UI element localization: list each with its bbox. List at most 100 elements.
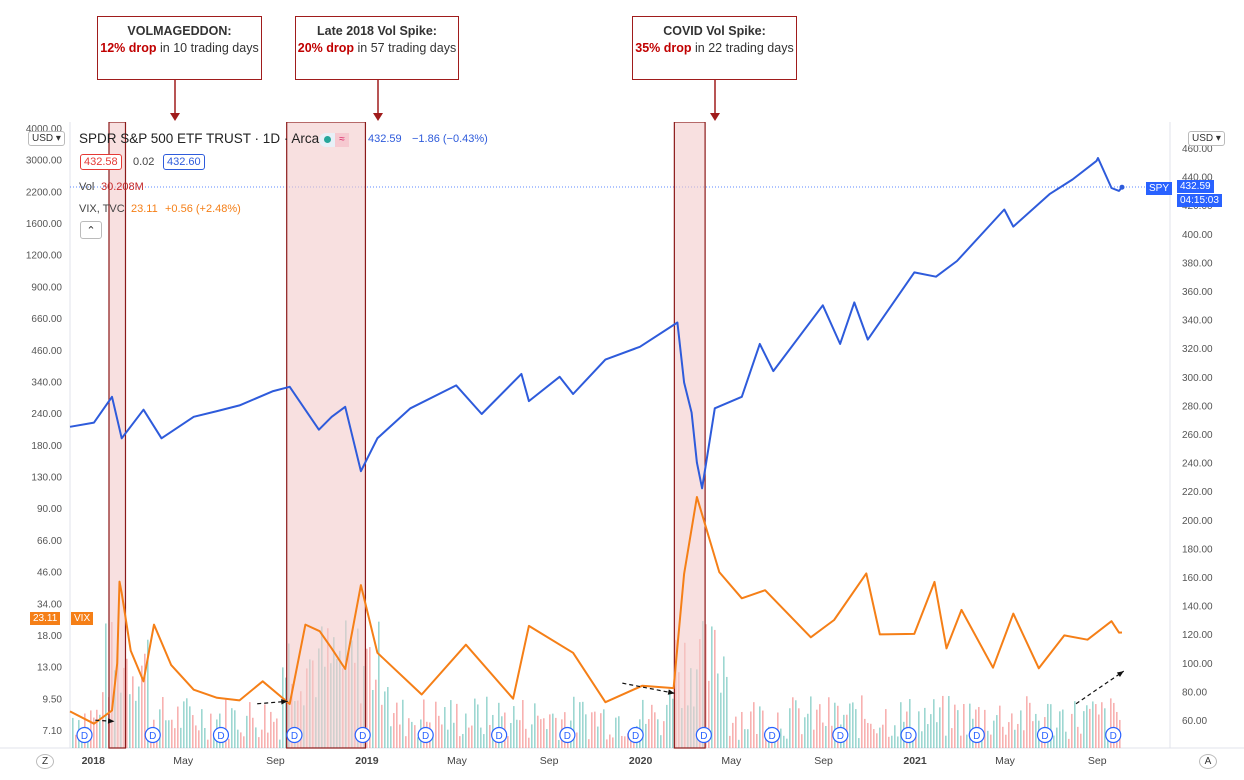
currency-selector-left[interactable]: USD ▾ <box>28 131 65 146</box>
volume-bar <box>804 717 806 748</box>
volume-bar <box>93 717 95 748</box>
zoom-button[interactable]: Z <box>36 754 54 769</box>
volume-value: 30.208M <box>101 181 144 193</box>
trend-arrow <box>622 682 675 694</box>
volume-bar <box>588 739 590 748</box>
volume-bar <box>795 700 797 748</box>
volume-bar <box>528 737 530 748</box>
trend-arrowhead <box>107 718 115 724</box>
dividend-marker-label: D <box>564 731 571 742</box>
dividend-marker-icon <box>559 726 576 744</box>
volume-bar <box>279 739 281 748</box>
volume-bar <box>969 703 971 748</box>
callout-covid: COVID Vol Spike: 35% drop in 22 trading … <box>632 16 797 80</box>
volume-bar <box>780 728 782 748</box>
dividend-marker-label: D <box>359 731 366 742</box>
collapse-button[interactable]: ⌃ <box>80 221 102 239</box>
right-axis-tick-label: 400.00 <box>1182 230 1213 241</box>
callout-title: COVID Vol Spike: <box>663 24 766 38</box>
vix-label: VIX, TVC <box>79 203 125 215</box>
volume-bar <box>813 729 815 748</box>
left-axis-tick-label: 66.00 <box>37 536 62 547</box>
volume-bar <box>909 699 911 748</box>
dividend-marker-label: D <box>905 731 912 742</box>
dividend-marker-label: D <box>149 731 156 742</box>
volume-bar <box>1029 702 1031 748</box>
volume-bar <box>75 734 77 748</box>
volume-bar <box>96 709 98 748</box>
right-axis-tick-label: 120.00 <box>1182 630 1213 641</box>
volume-bar <box>918 711 920 748</box>
volume-bar <box>711 626 713 748</box>
vix-change: +0.56 (+2.48%) <box>165 203 241 215</box>
volume-bar <box>891 735 893 748</box>
dividend-marker-icon <box>76 726 93 744</box>
price-change: −1.86 (−0.43%) <box>412 133 488 145</box>
dividend-marker-icon <box>417 726 434 744</box>
ask-price[interactable]: 432.60 <box>163 154 205 170</box>
volume-bar <box>867 722 869 748</box>
volume-bar <box>207 739 209 748</box>
left-axis-tick-label: 240.00 <box>31 409 62 420</box>
volume-bar <box>285 677 287 748</box>
symbol-title[interactable]: SPDR S&P 500 ETF TRUST · 1D · Arca <box>79 131 320 146</box>
volume-bar <box>882 724 884 748</box>
volume-bar <box>480 727 482 748</box>
volume-bar <box>714 629 716 748</box>
volume-bar <box>558 739 560 748</box>
vix-line <box>69 496 1123 725</box>
volume-bar <box>405 736 407 748</box>
dividend-marker-icon <box>900 726 917 744</box>
volume-bar <box>249 702 251 748</box>
volume-bar <box>1104 708 1106 748</box>
volume-bar <box>471 725 473 748</box>
volume-bar <box>963 704 965 748</box>
callout-drop: 12% drop <box>100 41 157 55</box>
volume-bar <box>486 696 488 748</box>
volume-bar <box>465 713 467 748</box>
left-axis-tick-label: 1200.00 <box>26 251 63 262</box>
volume-bar <box>603 709 605 748</box>
callout-late-2018: Late 2018 Vol Spike: 20% drop in 57 trad… <box>295 16 459 80</box>
status-dot-icon <box>324 136 331 143</box>
callout-title: VOLMAGEDDON: <box>127 24 232 38</box>
volume-bar <box>1086 705 1088 748</box>
volume-bar <box>399 724 401 748</box>
auto-scale-button[interactable]: A <box>1199 754 1217 769</box>
bid-price[interactable]: 432.58 <box>80 154 122 170</box>
volume-bar <box>750 711 752 748</box>
volume-bar <box>552 713 554 748</box>
volume-bar <box>441 724 443 748</box>
x-axis-tick-label: 2020 <box>629 755 653 767</box>
volume-bar <box>960 735 962 748</box>
volume-bar <box>366 648 368 748</box>
volume-bar <box>1023 730 1025 748</box>
currency-selector-right[interactable]: USD ▾ <box>1188 131 1225 146</box>
dividend-marker-icon <box>627 726 644 744</box>
volume-bar <box>195 725 197 748</box>
volume-bar <box>771 739 773 748</box>
volume-bar <box>888 736 890 748</box>
volume-bar <box>885 709 887 748</box>
right-axis-tick-label: 60.00 <box>1182 716 1207 727</box>
volume-bar <box>996 715 998 748</box>
volume-bar <box>255 727 257 748</box>
right-axis-tick-label: 460.00 <box>1182 144 1213 155</box>
volume-bar <box>543 718 545 748</box>
volume-bar <box>984 709 986 748</box>
volume-bar <box>651 704 653 748</box>
volume-bar <box>1092 701 1094 748</box>
left-axis-tick-label: 13.00 <box>37 663 62 674</box>
volume-bar <box>534 703 536 748</box>
volume-bar <box>546 729 548 748</box>
callout-volmageddon: VOLMAGEDDON: 12% drop in 10 trading days <box>97 16 262 80</box>
volume-bar <box>579 702 581 748</box>
left-axis-tick-label: 90.00 <box>37 504 62 515</box>
volume-bar <box>369 647 371 748</box>
volume-bar <box>381 704 383 748</box>
volume-bar <box>1020 710 1022 748</box>
dividend-marker-label: D <box>768 731 775 742</box>
volume-bar <box>1056 727 1058 748</box>
volume-label: Vol <box>79 181 95 193</box>
trend-arrowhead <box>1116 671 1124 678</box>
